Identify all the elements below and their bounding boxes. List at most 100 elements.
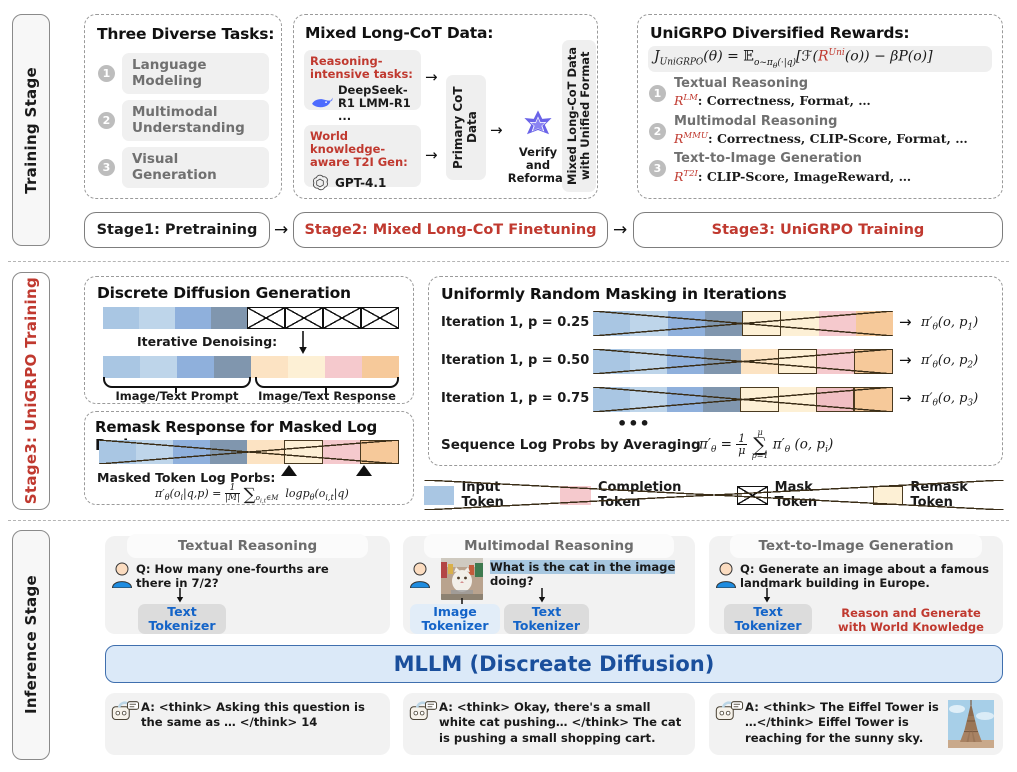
token-input-2 <box>139 307 175 329</box>
token-input-3 <box>175 307 211 329</box>
arrow-source-a-to-primary-icon: → <box>425 68 438 86</box>
mixed-long-cot-output-box: Mixed Long-CoT Data with Unified Format <box>562 40 596 192</box>
tokenizer-text-1[interactable]: Text Tokenizer <box>138 604 226 634</box>
discrete-diffusion-panel: Discrete Diffusion Generation Iterative … <box>84 276 414 404</box>
stage-label-unigrpo-text: Stage3: UniGRPO Training <box>22 277 40 505</box>
divider-unigrpo-inference <box>8 520 1009 521</box>
iteration-sequence-p050 <box>593 349 893 374</box>
iteration-label: Iteration 1, p = 0.25 <box>441 315 590 330</box>
robot-avatar-1 <box>110 700 140 726</box>
token-remask-3 <box>854 387 893 412</box>
iteration-row-p025: Iteration 1, p = 0.25 → π′θ(o, p1) <box>441 311 992 337</box>
inference-head-label: Textual Reasoning <box>177 538 318 554</box>
inference-question-t2i: Q: Generate an image about a famous land… <box>740 562 990 591</box>
pipeline-stage2-button[interactable]: Stage2: Mixed Long-CoT Finetuning <box>293 212 608 248</box>
token-completion-3 <box>325 356 362 378</box>
mllm-banner-label: MLLM (Discreate Diffusion) <box>393 652 715 676</box>
uniform-random-masking-title: Uniformly Random Masking in Iterations <box>441 285 787 303</box>
tokenizer-label: Image Tokenizer <box>421 603 489 633</box>
three-diverse-tasks-title: Three Diverse Tasks: <box>97 25 275 43</box>
question-rest: doing? <box>490 574 534 589</box>
pipeline-stage3-button[interactable]: Stage3: UniGRPO Training <box>633 212 1003 248</box>
inference-head-text-to-image: Text-to-Image Generation <box>730 534 982 558</box>
reward-symbol: RLM <box>674 93 698 109</box>
reward-number-icon: 2 <box>649 122 666 140</box>
iteration-label: Iteration 1, p = 0.50 <box>441 353 590 368</box>
token-legend: Input Token Completion Token Mask Token … <box>424 480 1004 510</box>
task-number-icon: 2 <box>98 112 115 130</box>
stage-label-training-text: Training Stage <box>22 66 40 194</box>
reward-head: Text-to-Image Generation <box>674 151 862 167</box>
brace-response-icon <box>255 377 399 388</box>
unigrpo-rewards-title: UniGRPO Diversified Rewards: <box>650 24 910 42</box>
iteration-output-p075: π′θ(o, p3) <box>921 391 979 409</box>
robot-icon <box>715 701 744 720</box>
token-input-3 <box>177 356 214 378</box>
reward-number-icon: 1 <box>649 84 666 102</box>
tokenizer-text-2[interactable]: Text Tokenizer <box>504 604 589 634</box>
answer-card-multimodal <box>403 693 695 755</box>
tokenizer-text-3[interactable]: Text Tokenizer <box>724 604 812 634</box>
masked-token-log-probs-formula: π′θ(oi|q,p) = 1 |M| ∑oi,t∈M logpθ(oi,t|q) <box>155 483 349 505</box>
reason-generate-note: Reason and Generate with World Knowledge <box>838 606 984 635</box>
task-number-icon: 3 <box>98 159 115 177</box>
pipeline-stage1-button[interactable]: Stage1: Pretraining <box>84 212 270 248</box>
inference-head-textual-reasoning: Textual Reasoning <box>127 534 368 558</box>
reward-item-multimodal[interactable]: 2 Multimodal Reasoning RMMU: Correctness… <box>649 114 992 148</box>
divider-training-unigrpo <box>8 261 1009 262</box>
token-completion-1 <box>251 356 288 378</box>
remask-pointer-2-icon <box>356 465 372 476</box>
openai-icon <box>312 174 328 190</box>
discrete-diffusion-title: Discrete Diffusion Generation <box>97 284 351 302</box>
task-item-visual-generation[interactable]: 3 Visual Generation <box>98 147 269 189</box>
mixed-long-cot-data-panel: Mixed Long-CoT Data: Reasoning-intensive… <box>293 14 598 199</box>
answer-card-textual <box>105 693 390 755</box>
uniform-random-masking-panel: Uniformly Random Masking in Iterations I… <box>428 276 1003 466</box>
arrow-iteration-out-icon: → <box>899 313 912 331</box>
down-arrow-icon <box>763 588 771 603</box>
mixed-long-cot-title: Mixed Long-CoT Data: <box>305 24 494 42</box>
task-item-language-modeling[interactable]: 1 Language Modeling <box>98 53 269 95</box>
three-diverse-tasks-panel: Three Diverse Tasks: 1 Language Modeling… <box>84 14 282 199</box>
reward-head: Textual Reasoning <box>674 76 809 91</box>
task-item-multimodal-understanding[interactable]: 2 Multimodal Understanding <box>98 100 269 142</box>
iteration-row-p050: Iteration 1, p = 0.50 → π′θ(o, p2) <box>441 349 992 375</box>
tokenizer-image[interactable]: Image Tokenizer <box>410 604 500 634</box>
token-mask-1 <box>247 307 285 329</box>
token-remask-1 <box>742 311 782 336</box>
robot-icon <box>409 701 438 720</box>
reward-symbol: RMMU <box>674 130 708 146</box>
iterative-denoising-label: Iterative Denoising: <box>137 334 278 349</box>
sequence-log-probs-label: Sequence Log Probs by Averaging <box>441 437 701 453</box>
reward-detail: : CLIP-Score, ImageReward, … <box>697 168 912 184</box>
answer-text-t2i: A: <think> The Eiffel Tower is …</think>… <box>745 700 939 745</box>
arrow-iteration-out-icon: → <box>899 389 912 407</box>
iteration-row-p075: Iteration 1, p = 0.75 → π′θ(o, p3) <box>441 387 992 413</box>
robot-avatar-2 <box>408 700 438 726</box>
avatar-icon <box>715 562 737 589</box>
unigrpo-objective-formula: JUniGRPO(θ) = 𝔼o~πθ(·|q)[ℱ(RUni(o)) − βP… <box>648 46 992 72</box>
verify-and-reformat-block: Verify and Reformat <box>506 107 570 186</box>
remask-response-panel: Remask Response for Masked Log Probs Mas… <box>84 411 414 505</box>
remask-sequence <box>99 440 399 464</box>
cat-in-shopping-cart-photo <box>441 558 483 600</box>
pipeline-stage1-label: Stage1: Pretraining <box>96 222 258 238</box>
reward-item-t2i[interactable]: 3 Text-to-Image Generation RT2I: CLIP-Sc… <box>649 152 992 185</box>
image-text-response-label: Image/Text Response <box>258 389 396 403</box>
tokenizer-label: Text Tokenizer <box>512 603 580 633</box>
inference-head-label: Multimodal Reasoning <box>464 538 634 554</box>
reward-detail: : Correctness, Format, … <box>697 93 871 109</box>
remask-pointer-1-icon <box>281 465 297 476</box>
world-knowledge-models-label: GPT-4.1 <box>335 175 387 190</box>
token-remask-2 <box>360 440 399 464</box>
token-input-2 <box>140 356 177 378</box>
reward-item-textual[interactable]: 1 Textual Reasoning RLM: Correctness, Fo… <box>649 76 992 110</box>
inference-head-label: Text-to-Image Generation <box>758 538 954 554</box>
reward-symbol: RT2I <box>674 168 698 184</box>
reasoning-models-label: DeepSeek-R1 LMM-R1 ... <box>338 82 411 123</box>
iteration-output-p025: π′θ(o, p1) <box>921 315 979 333</box>
token-input-4 <box>214 356 251 378</box>
down-arrow-icon <box>299 331 307 354</box>
answer-text-textual: A: <think> Asking this question is the s… <box>141 700 365 730</box>
token-remask-2 <box>854 349 893 374</box>
